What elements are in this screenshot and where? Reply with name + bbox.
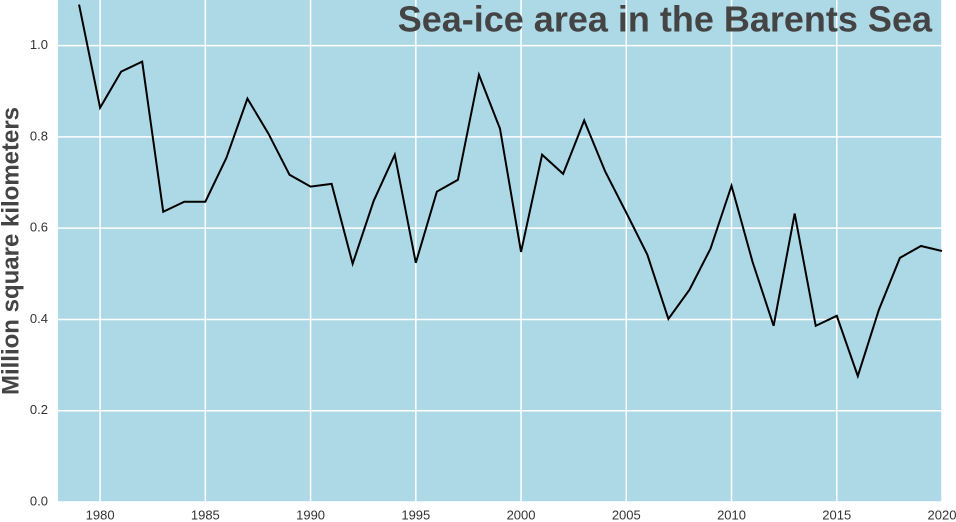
x-tick-label: 1990 <box>296 507 325 522</box>
x-tick-label: 2005 <box>612 507 641 522</box>
lines <box>78 4 943 380</box>
y-tick-label: 0.6 <box>30 220 48 235</box>
x-tick-label: 2000 <box>507 507 536 522</box>
x-tick-label: 2010 <box>717 507 746 522</box>
x-tick-label: 1980 <box>86 507 115 522</box>
line-series <box>78 4 943 380</box>
plot-background <box>58 0 942 502</box>
x-tick-label: 1995 <box>401 507 430 522</box>
x-tick-label: 2020 <box>928 507 956 522</box>
y-tick-label: 1.0 <box>30 37 48 52</box>
chart-title: Sea-ice area in the Barents Sea <box>398 0 933 40</box>
grid <box>58 0 943 503</box>
y-tick-label: 0.0 <box>30 493 48 508</box>
x-tick-label: 2015 <box>822 507 851 522</box>
y-tick-label: 0.4 <box>30 311 48 326</box>
x-tick-label: 1985 <box>191 507 220 522</box>
y-tick-label: 0.8 <box>30 128 48 143</box>
y-tick-label: 0.2 <box>30 402 48 417</box>
y-axis-label: Million square kilometers <box>0 107 24 395</box>
